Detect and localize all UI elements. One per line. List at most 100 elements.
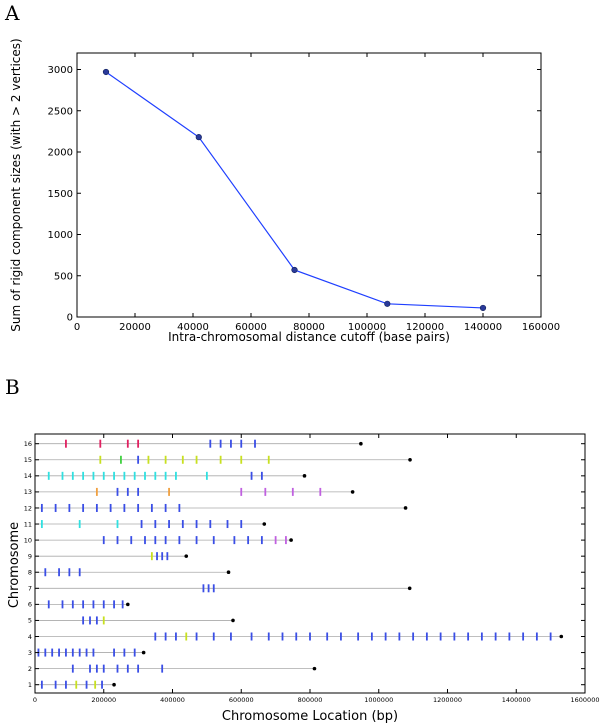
- chromosome-end-marker: [350, 490, 355, 494]
- site-mark: [156, 552, 158, 561]
- x-tick-label: 80000: [293, 322, 325, 333]
- x-tick-label: 1200000: [433, 696, 462, 704]
- site-mark: [240, 439, 243, 448]
- site-mark: [123, 503, 126, 512]
- site-mark: [113, 471, 115, 480]
- data-point: [195, 134, 202, 141]
- x-tick-label: 200000: [91, 696, 116, 704]
- site-mark: [195, 520, 198, 529]
- site-mark: [58, 568, 60, 577]
- site-mark: [185, 632, 188, 641]
- x-tick-label: 100000: [348, 322, 386, 333]
- site-mark: [168, 520, 170, 529]
- site-mark: [154, 471, 157, 480]
- site-mark: [82, 600, 85, 609]
- site-mark: [137, 503, 140, 512]
- y-tick-label: 2000: [48, 148, 73, 159]
- site-mark: [164, 471, 167, 480]
- chromosome-row: [35, 568, 231, 577]
- site-mark: [164, 536, 167, 545]
- site-mark: [150, 503, 153, 512]
- site-mark: [522, 632, 525, 641]
- site-mark: [40, 503, 43, 512]
- site-mark: [78, 520, 81, 529]
- site-mark: [260, 536, 263, 545]
- site-mark: [453, 632, 456, 641]
- x-tick-label: 60000: [235, 322, 267, 333]
- site-mark: [44, 568, 47, 577]
- site-mark: [535, 632, 538, 641]
- site-mark: [154, 520, 157, 529]
- panel-label-a: A: [5, 1, 20, 25]
- x-tick-label: 600000: [229, 696, 254, 704]
- site-mark: [68, 503, 71, 512]
- site-mark: [285, 536, 287, 545]
- site-mark: [65, 648, 67, 657]
- y-tick-label: 8: [28, 569, 32, 577]
- site-mark: [71, 600, 74, 609]
- site-mark: [205, 471, 208, 480]
- site-mark: [425, 632, 428, 641]
- site-mark: [71, 471, 74, 480]
- site-mark: [508, 632, 511, 641]
- site-mark: [230, 439, 232, 448]
- site-mark: [147, 455, 150, 464]
- site-mark: [92, 471, 95, 480]
- site-mark: [40, 520, 43, 529]
- site-mark: [168, 487, 170, 496]
- site-mark: [102, 616, 105, 625]
- site-mark: [126, 664, 129, 673]
- site-mark: [209, 439, 212, 448]
- site-mark: [295, 632, 298, 641]
- y-tick-label: 13: [24, 488, 32, 496]
- site-mark: [267, 632, 270, 641]
- site-mark: [357, 632, 360, 641]
- site-mark: [82, 503, 85, 512]
- site-mark: [123, 648, 126, 657]
- site-mark: [130, 536, 133, 545]
- site-mark: [95, 616, 98, 625]
- chromosome-end-marker: [184, 554, 189, 558]
- site-mark: [178, 536, 181, 545]
- chromosome-chart: 0 200000 400000 600000 800000 1000000 1200000 1…: [7, 433, 600, 724]
- y-tick-label: 2500: [48, 106, 73, 117]
- chromosome-end-marker: [126, 602, 130, 607]
- x-tick-label: 1600000: [571, 696, 600, 704]
- site-mark: [240, 487, 243, 496]
- x-axis-label: Chromosome Location (bp): [222, 709, 398, 724]
- chromosome-row: [35, 632, 564, 641]
- x-tick-label: 120000: [406, 322, 444, 333]
- chromosome-end-marker: [141, 650, 146, 655]
- plot-frame: [76, 52, 542, 318]
- site-mark: [254, 439, 256, 448]
- site-mark: [120, 455, 122, 464]
- chromosome-end-marker: [231, 618, 235, 623]
- site-mark: [233, 536, 236, 545]
- site-mark: [230, 632, 232, 641]
- chromosome-row: [35, 536, 293, 545]
- data-point: [102, 68, 110, 76]
- site-mark: [102, 471, 105, 480]
- chromosome-row: [35, 648, 146, 657]
- site-mark: [113, 600, 115, 609]
- site-mark: [467, 632, 470, 641]
- site-mark: [398, 632, 401, 641]
- site-mark: [137, 455, 140, 464]
- site-mark: [82, 471, 85, 480]
- site-mark: [94, 680, 97, 689]
- site-mark: [44, 648, 47, 657]
- site-mark: [412, 632, 415, 641]
- site-mark: [102, 664, 105, 673]
- x-tick-label: 0: [33, 696, 37, 704]
- site-mark: [95, 487, 98, 496]
- site-mark: [126, 439, 129, 448]
- site-mark: [219, 439, 222, 448]
- data-point: [479, 304, 487, 312]
- site-mark: [133, 471, 136, 480]
- y-tick-label: 3: [28, 649, 32, 657]
- x-tick-label: 40000: [177, 322, 209, 333]
- site-mark: [178, 503, 181, 512]
- site-mark: [212, 584, 215, 593]
- chromosome-row: [35, 616, 235, 625]
- site-mark: [181, 520, 184, 529]
